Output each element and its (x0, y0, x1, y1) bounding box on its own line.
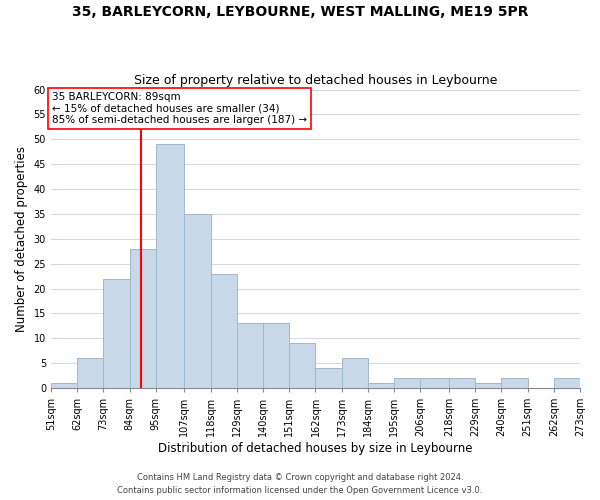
Bar (341, 358, 368, 388)
Bar (449, 378, 475, 388)
Bar (316, 368, 341, 388)
Bar (237, 324, 263, 388)
Bar (368, 383, 394, 388)
Text: 35 BARLEYCORN: 89sqm
← 15% of detached houses are smaller (34)
85% of semi-detac: 35 BARLEYCORN: 89sqm ← 15% of detached h… (52, 92, 307, 125)
Bar (77, 358, 103, 388)
Bar (394, 378, 421, 388)
Bar (184, 214, 211, 388)
X-axis label: Distribution of detached houses by size in Leybourne: Distribution of detached houses by size … (158, 442, 473, 455)
Bar (289, 344, 316, 388)
Bar (554, 378, 580, 388)
Bar (211, 274, 237, 388)
Bar (103, 278, 130, 388)
Y-axis label: Number of detached properties: Number of detached properties (15, 146, 28, 332)
Bar (130, 248, 156, 388)
Bar (421, 378, 449, 388)
Bar (51, 383, 77, 388)
Bar (156, 144, 184, 388)
Bar (263, 324, 289, 388)
Title: Size of property relative to detached houses in Leybourne: Size of property relative to detached ho… (134, 74, 497, 87)
Bar (502, 378, 527, 388)
Text: 35, BARLEYCORN, LEYBOURNE, WEST MALLING, ME19 5PR: 35, BARLEYCORN, LEYBOURNE, WEST MALLING,… (72, 5, 528, 19)
Text: Contains HM Land Registry data © Crown copyright and database right 2024.
Contai: Contains HM Land Registry data © Crown c… (118, 474, 482, 495)
Bar (475, 383, 502, 388)
